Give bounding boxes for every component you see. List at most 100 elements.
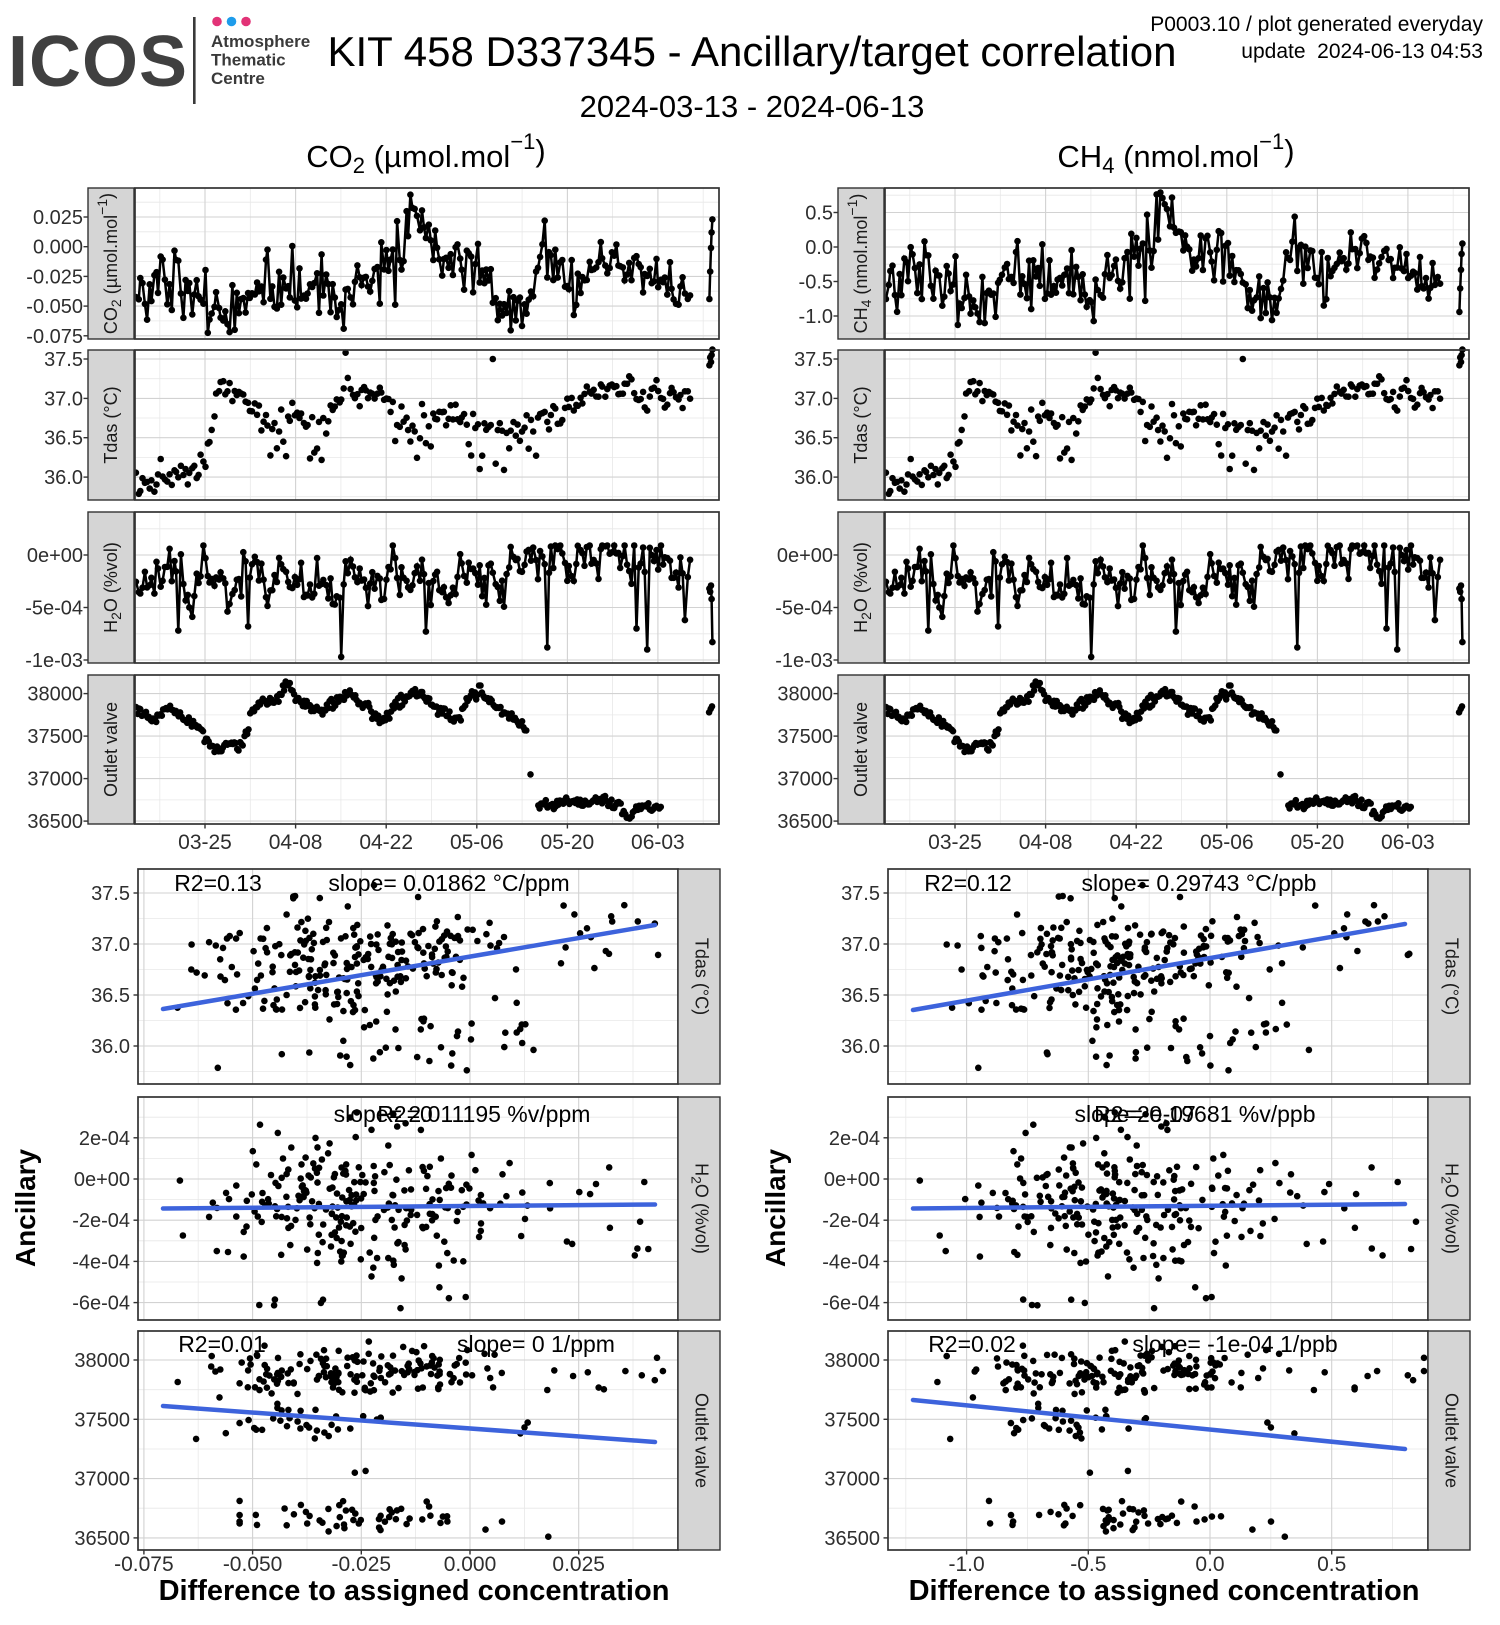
svg-text:slope= 0.29743 °C/ppb: slope= 0.29743 °C/ppb — [1082, 870, 1317, 896]
svg-text:37.0: 37.0 — [794, 388, 833, 410]
svg-text:0.0: 0.0 — [805, 237, 833, 259]
svg-text:0e+00: 0e+00 — [74, 1169, 130, 1191]
svg-text:R2=0.13: R2=0.13 — [174, 870, 262, 896]
svg-text:05-06: 05-06 — [450, 831, 504, 854]
svg-text:37.5: 37.5 — [794, 349, 833, 371]
svg-text:37.5: 37.5 — [91, 883, 130, 905]
svg-text:-0.5: -0.5 — [1070, 1553, 1106, 1576]
svg-text:Tdas (°C): Tdas (°C) — [692, 938, 712, 1015]
svg-text:37.0: 37.0 — [91, 934, 130, 956]
svg-text:37500: 37500 — [824, 1409, 880, 1431]
svg-text:update 2024-06-13 04:53: update 2024-06-13 04:53 — [1241, 40, 1483, 63]
svg-text:Outlet valve: Outlet valve — [851, 702, 871, 797]
svg-text:P0003.10 / plot generated ever: P0003.10 / plot generated everyday — [1150, 13, 1483, 36]
svg-text:38000: 38000 — [824, 1350, 880, 1372]
svg-text:2e-04: 2e-04 — [79, 1128, 130, 1150]
svg-text:-6e-04: -6e-04 — [822, 1293, 880, 1315]
svg-text:37.0: 37.0 — [841, 934, 880, 956]
svg-text:0.0: 0.0 — [1195, 1553, 1224, 1576]
svg-text:37.0: 37.0 — [44, 388, 83, 410]
svg-text:-4e-04: -4e-04 — [72, 1251, 130, 1273]
svg-text:36500: 36500 — [824, 1528, 880, 1550]
svg-text:-5e-04: -5e-04 — [775, 598, 833, 620]
svg-text:slope= 0.01862 °C/ppm: slope= 0.01862 °C/ppm — [328, 870, 569, 896]
svg-text:03-25: 03-25 — [178, 831, 232, 854]
svg-text:36500: 36500 — [27, 811, 83, 833]
svg-text:-0.050: -0.050 — [223, 1553, 283, 1576]
svg-text:R2=0.01: R2=0.01 — [178, 1331, 266, 1357]
svg-text:slope= 0 1/ppm: slope= 0 1/ppm — [457, 1331, 615, 1357]
svg-text:-2e-04: -2e-04 — [822, 1210, 880, 1232]
svg-text:38000: 38000 — [74, 1350, 130, 1372]
svg-text:37000: 37000 — [74, 1469, 130, 1491]
svg-text:Thematic: Thematic — [211, 51, 286, 70]
svg-text:R2=2e-07: R2=2e-07 — [1094, 1101, 1196, 1127]
svg-text:R2=0.02: R2=0.02 — [928, 1331, 1016, 1357]
svg-text:Atmosphere: Atmosphere — [211, 32, 310, 51]
svg-text:Difference to assigned concent: Difference to assigned concentration — [909, 1575, 1420, 1607]
svg-text:H2O (%vol): H2O (%vol) — [689, 1163, 712, 1254]
svg-text:slope= 0.19681 %v/ppb: slope= 0.19681 %v/ppb — [1074, 1101, 1315, 1127]
svg-text:36500: 36500 — [74, 1528, 130, 1550]
svg-text:36.5: 36.5 — [91, 985, 130, 1007]
svg-text:-0.025: -0.025 — [332, 1553, 392, 1576]
svg-text:37500: 37500 — [27, 726, 83, 748]
svg-text:Outlet valve: Outlet valve — [692, 1393, 712, 1488]
svg-text:-1.0: -1.0 — [799, 306, 833, 328]
svg-text:06-03: 06-03 — [1381, 831, 1435, 854]
svg-text:0e+00: 0e+00 — [824, 1169, 880, 1191]
svg-text:0.5: 0.5 — [1317, 1553, 1346, 1576]
svg-text:-0.025: -0.025 — [26, 266, 83, 288]
svg-text:Tdas (°C): Tdas (°C) — [101, 386, 121, 463]
svg-text:37500: 37500 — [777, 726, 833, 748]
svg-text:04-08: 04-08 — [269, 831, 323, 854]
svg-text:-4e-04: -4e-04 — [822, 1251, 880, 1273]
svg-text:KIT 458 D337345 - Ancillary/ta: KIT 458 D337345 - Ancillary/target corre… — [327, 28, 1176, 75]
svg-text:0.5: 0.5 — [805, 203, 833, 225]
svg-text:0.025: 0.025 — [33, 207, 83, 229]
svg-text:37.5: 37.5 — [44, 349, 83, 371]
svg-text:04-22: 04-22 — [359, 831, 413, 854]
svg-text:Difference to assigned concent: Difference to assigned concentration — [159, 1575, 670, 1607]
svg-text:-0.050: -0.050 — [26, 296, 83, 318]
svg-text:slope= -1e-04 1/ppb: slope= -1e-04 1/ppb — [1132, 1331, 1337, 1357]
svg-text:Outlet valve: Outlet valve — [101, 702, 121, 797]
svg-text:-0.5: -0.5 — [799, 272, 833, 294]
svg-text:Ancillary: Ancillary — [10, 1148, 41, 1267]
svg-text:H2O (%vol): H2O (%vol) — [101, 542, 124, 633]
svg-text:06-03: 06-03 — [631, 831, 685, 854]
svg-text:-1e-03: -1e-03 — [25, 650, 83, 672]
svg-text:Ancillary: Ancillary — [760, 1148, 791, 1267]
svg-text:36.5: 36.5 — [841, 985, 880, 1007]
svg-text:-1e-03: -1e-03 — [775, 650, 833, 672]
svg-text:37000: 37000 — [777, 769, 833, 791]
svg-text:Outlet valve: Outlet valve — [1442, 1393, 1462, 1488]
svg-text:H2O (%vol): H2O (%vol) — [1439, 1163, 1462, 1254]
svg-text:36500: 36500 — [777, 811, 833, 833]
svg-text:36.0: 36.0 — [91, 1036, 130, 1058]
svg-text:-1.0: -1.0 — [949, 1553, 985, 1576]
svg-text:-0.075: -0.075 — [114, 1553, 174, 1576]
svg-text:38000: 38000 — [777, 684, 833, 706]
svg-text:R2=0: R2=0 — [377, 1101, 433, 1127]
svg-text:ICOS: ICOS — [8, 22, 188, 102]
svg-text:05-06: 05-06 — [1200, 831, 1254, 854]
svg-text:05-20: 05-20 — [1291, 831, 1345, 854]
svg-text:36.0: 36.0 — [841, 1036, 880, 1058]
svg-text:0.025: 0.025 — [552, 1553, 605, 1576]
svg-text:36.0: 36.0 — [794, 467, 833, 489]
svg-text:2e-04: 2e-04 — [829, 1128, 880, 1150]
svg-text:03-25: 03-25 — [928, 831, 982, 854]
svg-text:36.5: 36.5 — [794, 428, 833, 450]
svg-text:Centre: Centre — [211, 69, 265, 88]
svg-text:0.000: 0.000 — [33, 237, 83, 259]
svg-text:slope= 2.011195 %v/ppm: slope= 2.011195 %v/ppm — [334, 1101, 591, 1127]
svg-text:37000: 37000 — [824, 1469, 880, 1491]
svg-text:37.5: 37.5 — [841, 883, 880, 905]
svg-text:05-20: 05-20 — [541, 831, 595, 854]
svg-text:37500: 37500 — [74, 1409, 130, 1431]
svg-text:0.000: 0.000 — [444, 1553, 497, 1576]
svg-text:2024-03-13 - 2024-06-13: 2024-03-13 - 2024-06-13 — [580, 89, 925, 124]
svg-text:-6e-04: -6e-04 — [72, 1293, 130, 1315]
svg-text:0e+00: 0e+00 — [777, 545, 833, 567]
